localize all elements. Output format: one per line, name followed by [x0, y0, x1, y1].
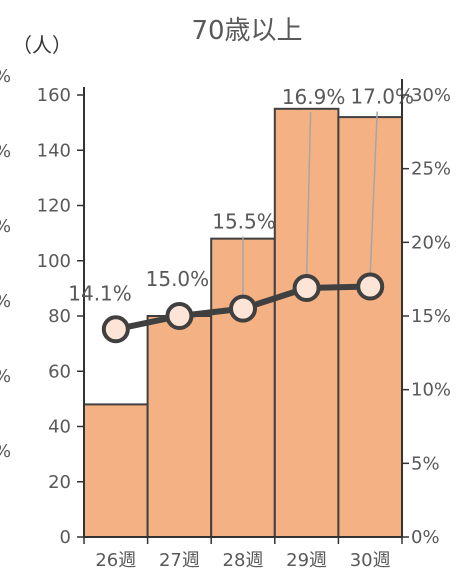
y-right-tick-label: 0%	[411, 527, 440, 548]
x-tick-label: 26週	[95, 550, 136, 571]
line-data-label: 17.0%	[350, 85, 414, 109]
left-edge-fragments: %%%%%%	[0, 66, 11, 462]
x-tick-label: 30週	[350, 550, 391, 571]
bar-26週	[83, 403, 149, 538]
left-edge-fragment: %	[0, 291, 11, 312]
line-data-label: 14.1%	[68, 281, 132, 305]
line-marker-29週	[292, 274, 321, 303]
y-left-tick-label: 80	[48, 306, 71, 327]
y-right-tick-label: 15%	[411, 306, 451, 327]
left-edge-fragment: %	[0, 366, 11, 387]
x-tick-label: 28週	[223, 550, 264, 571]
x-tick-label: 29週	[286, 550, 327, 571]
leader-lines-group	[242, 111, 378, 297]
y-left-tick-label: 20	[48, 472, 71, 493]
y-right-tick-label: 10%	[411, 380, 451, 401]
left-edge-fragment: %	[0, 441, 11, 462]
y-left-tick-label: 160	[37, 85, 71, 106]
line-series-group	[101, 272, 385, 344]
y-left-tick-label: 140	[37, 140, 71, 161]
line-marker-28週	[229, 294, 257, 323]
axes-group: 0 20 40 60 80 100 120 140 160 0% 5% 10% 15% 20% 25% 30%…	[37, 79, 451, 571]
y-right-tick-label: 30%	[411, 85, 451, 106]
y-left-tick-label: 0	[60, 527, 71, 548]
y-right-tick-label: 5%	[411, 453, 440, 474]
y-unit-label: （人）	[12, 33, 72, 57]
y-left-tick-label: 60	[48, 361, 71, 382]
line-marker-27週	[165, 302, 194, 330]
leader-line	[305, 111, 312, 277]
left-edge-fragment: %	[0, 66, 11, 87]
x-tick-label: 27週	[159, 550, 200, 571]
line-marker-30週	[356, 272, 385, 301]
y-left-tick-label: 120	[37, 196, 71, 217]
bar-29週	[273, 107, 340, 538]
line-data-label: 15.5%	[212, 210, 276, 234]
leader-line	[369, 111, 378, 275]
chart-title: 70歳以上	[191, 16, 302, 46]
line-marker-26週	[101, 315, 130, 344]
bar-27週	[146, 315, 213, 538]
y-left-tick-label: 40	[48, 417, 71, 438]
y-right-tick-label: 25%	[411, 159, 451, 180]
y-left-tick-label: 100	[37, 251, 71, 272]
left-edge-fragment: %	[0, 216, 11, 237]
data-labels-group: 14.1% 15.0% 15.5% 16.9% 17.0%	[68, 85, 414, 306]
line-data-label: 16.9%	[282, 85, 346, 109]
y-right-tick-label: 20%	[411, 232, 451, 253]
line-data-label: 15.0%	[146, 267, 210, 291]
bar-30週	[337, 116, 403, 538]
left-edge-fragment: %	[0, 141, 11, 162]
